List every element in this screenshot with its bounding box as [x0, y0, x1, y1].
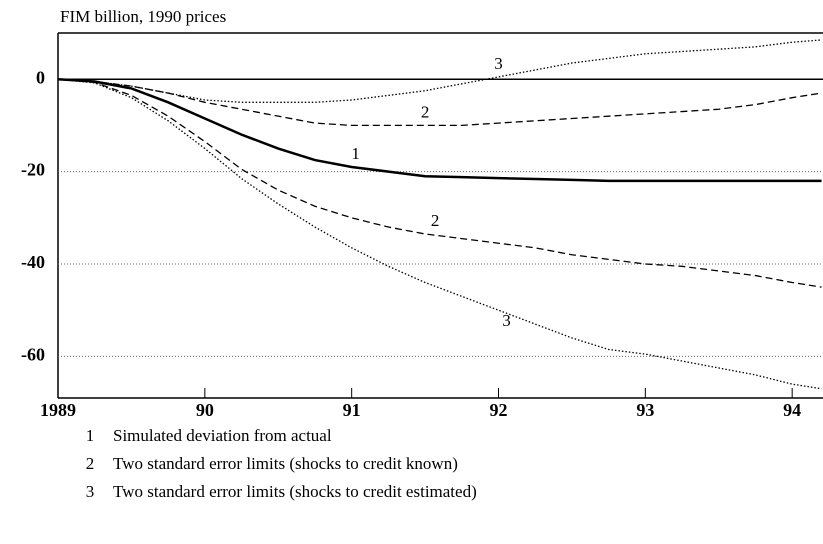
- series-line: [57, 78, 822, 127]
- x-tick-label: 90: [196, 400, 214, 420]
- x-tick-label: 93: [636, 400, 654, 420]
- y-tick-label: -60: [21, 345, 45, 365]
- legend-text: Two standard error limits (shocks to cre…: [113, 454, 458, 473]
- legend-key: 2: [86, 454, 95, 473]
- legend-text: Simulated deviation from actual: [113, 426, 332, 445]
- series-label: 3: [494, 54, 503, 73]
- x-tick-label: 91: [343, 400, 361, 420]
- x-tick-label: 1989: [40, 400, 76, 420]
- chart-title: FIM billion, 1990 prices: [60, 7, 226, 26]
- y-tick-label: 0: [36, 67, 45, 87]
- y-tick-label: -40: [21, 252, 45, 272]
- series-line: [57, 39, 822, 103]
- series-label: 2: [421, 102, 430, 121]
- legend-text: Two standard error limits (shocks to cre…: [113, 482, 477, 501]
- series-line: [57, 77, 822, 183]
- series-label: 1: [351, 144, 360, 163]
- series-label: 3: [502, 311, 511, 330]
- x-tick-label: 94: [783, 400, 801, 420]
- series-label: 2: [431, 211, 440, 230]
- y-tick-label: -20: [21, 160, 45, 180]
- x-tick-label: 92: [489, 400, 507, 420]
- legend-key: 1: [86, 426, 95, 445]
- legend-key: 3: [86, 482, 95, 501]
- series-line: [57, 78, 822, 288]
